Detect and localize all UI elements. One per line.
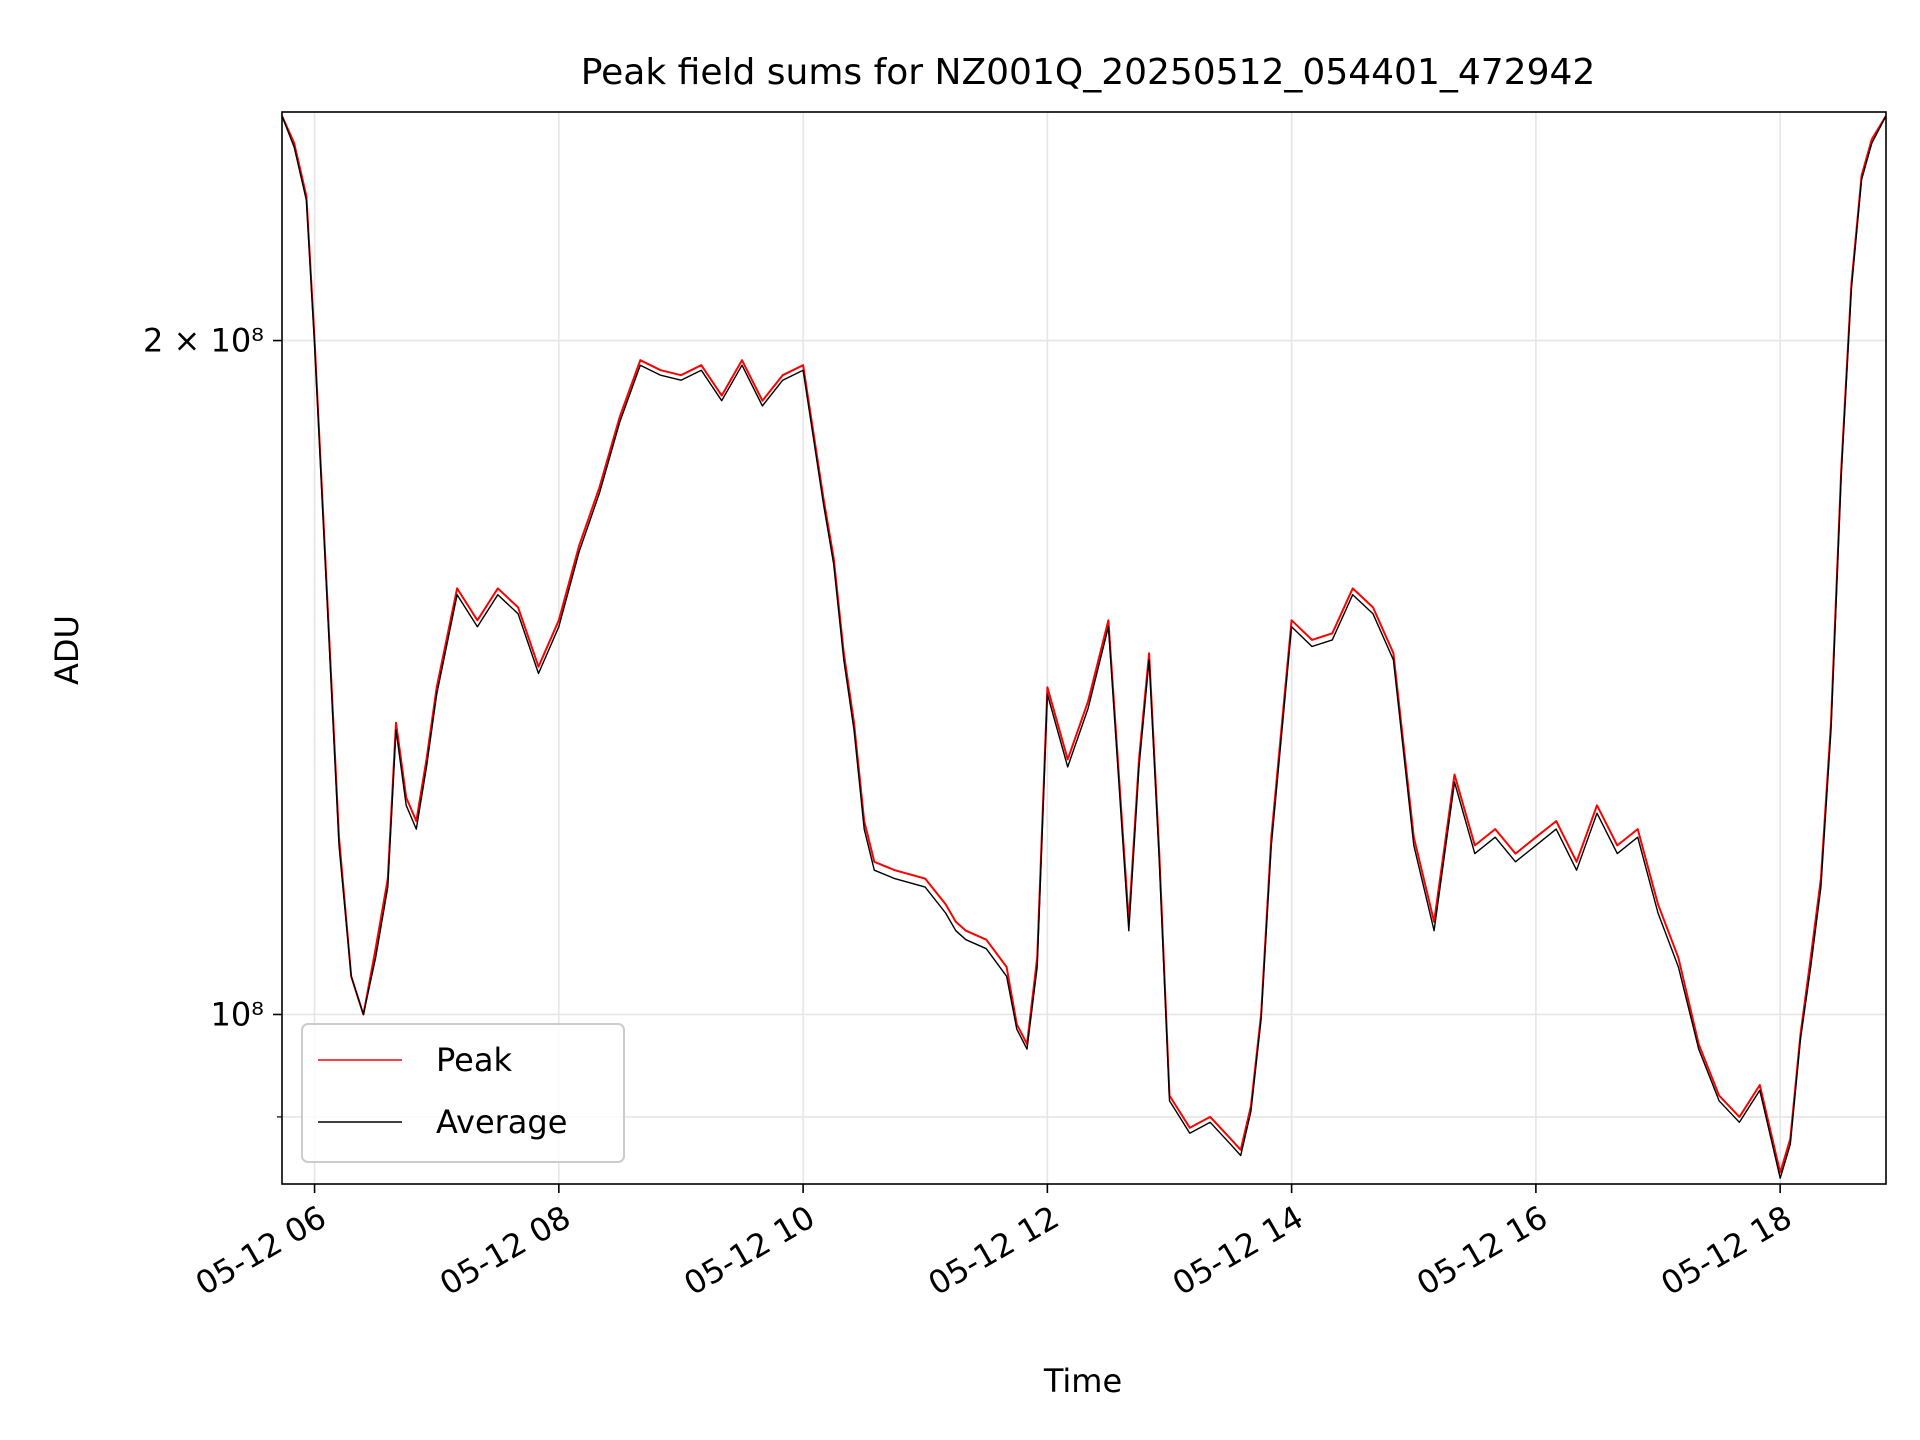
plot-frame: [281, 111, 1887, 1185]
legend-label-average: Average: [436, 1103, 567, 1141]
legend-box: [301, 1023, 625, 1163]
y-tick-label: 10⁸: [210, 995, 264, 1033]
series-line-peak: [282, 115, 1886, 1174]
legend-label-peak: Peak: [436, 1041, 512, 1079]
chart-title: Peak field sums for NZ001Q_20250512_0544…: [581, 52, 1596, 93]
y-tick-label: 2 × 10⁸: [143, 322, 264, 360]
y-axis-label: ADU: [48, 615, 86, 685]
grid: [282, 112, 1886, 1184]
series-layer: [282, 115, 1886, 1179]
x-axis-label: Time: [1043, 1362, 1122, 1400]
series-line-average: [282, 115, 1886, 1179]
legend: Peak Average: [301, 1023, 625, 1163]
